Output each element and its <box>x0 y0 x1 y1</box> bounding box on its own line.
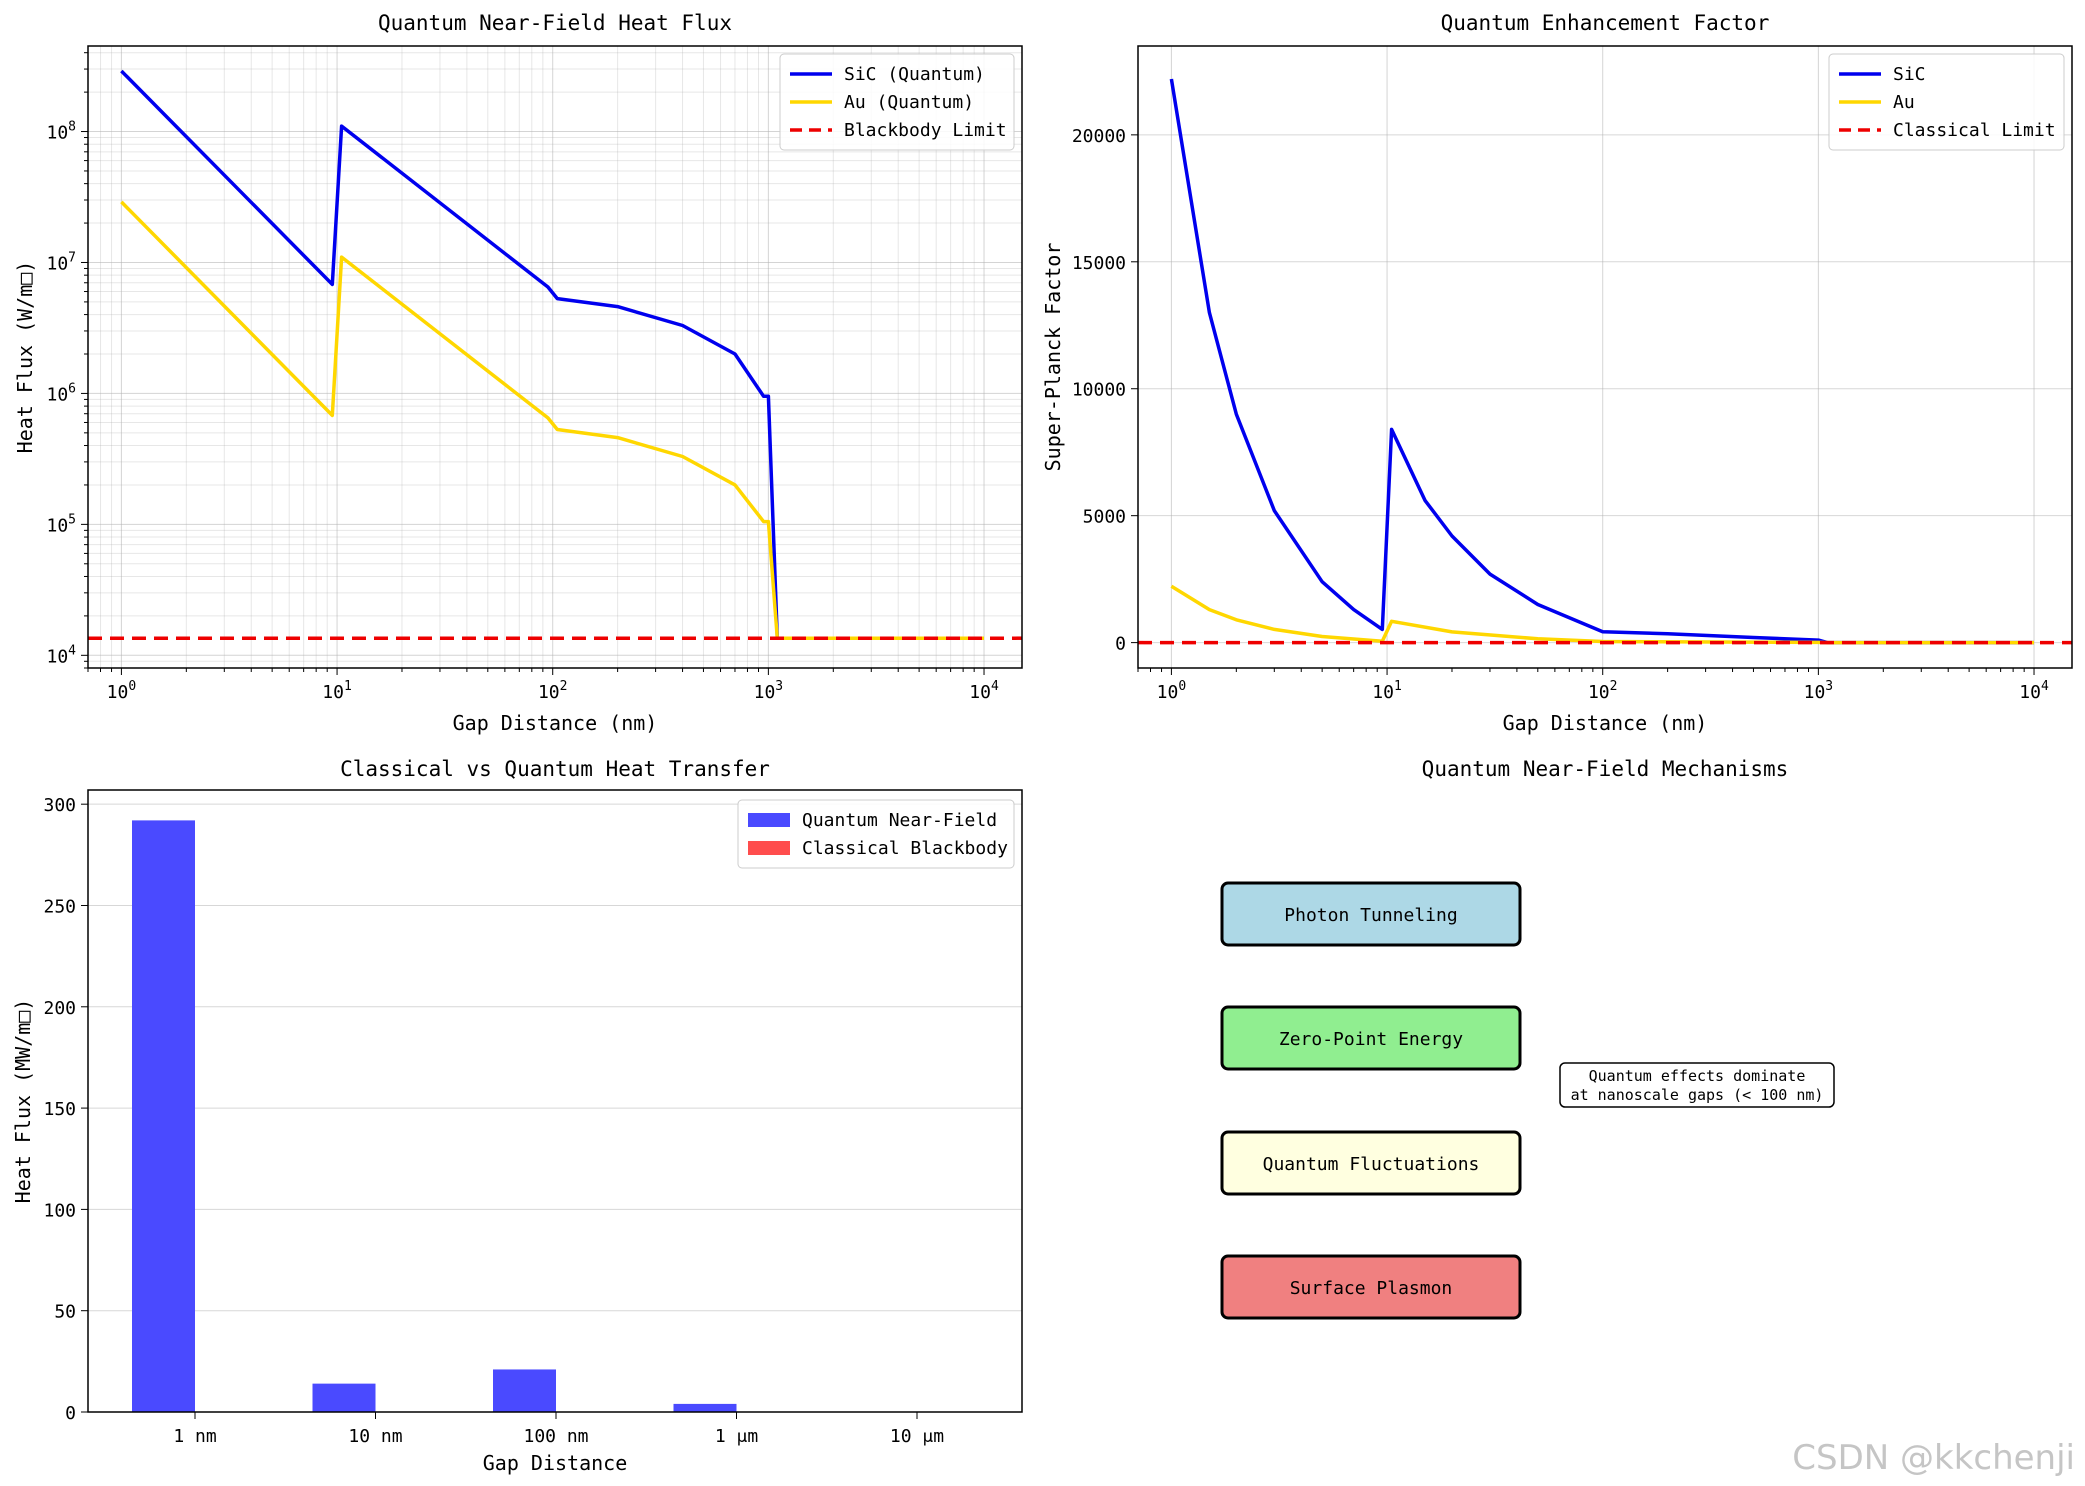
legend-label: Classical Blackbody <box>802 838 1008 859</box>
y-tick-label: 200 <box>43 998 76 1019</box>
legend-label: SiC <box>1893 64 1926 85</box>
bar-quantum <box>673 1403 737 1412</box>
mechanism-note: Quantum effects dominate at nanoscale ga… <box>1559 1062 1835 1108</box>
y-tick-label: 108 <box>46 120 76 144</box>
y-tick-label: 0 <box>65 1403 76 1424</box>
series-line-au-quantum <box>120 200 984 640</box>
series-line-sic-quantum <box>120 69 984 640</box>
watermark: CSDN @kkchenji <box>1792 1438 2075 1478</box>
x-tick-label: 104 <box>969 679 999 703</box>
legend-label: Au (Quantum) <box>844 92 974 113</box>
enhancement-ylabel: Super-Planck Factor <box>1041 243 1065 472</box>
bar-panel: 0 50 100 150 200 250 300 1 nm 10 nm 100 nm 1 μm 10 … <box>11 757 1023 1475</box>
x-tick-label: 103 <box>1804 679 1834 703</box>
enhancement-plot-frame <box>1137 45 2073 669</box>
bar-title: Classical vs Quantum Heat Transfer <box>340 757 770 781</box>
heat-flux-panel: 100 101 102 103 104 104 105 106 107 108 Quantum N… <box>13 11 1023 735</box>
x-tick-label: 1 μm <box>715 1426 758 1447</box>
mechanism-label-1: Zero-Point Energy <box>1279 1029 1463 1050</box>
mechanism-label-3: Surface Plasmon <box>1290 1278 1453 1299</box>
mechanism-box-1 <box>1220 1005 1522 1071</box>
mechanism-box-surface-plasmon: Surface Plasmon <box>1220 1254 1522 1320</box>
mechanisms-title: Quantum Near-Field Mechanisms <box>1422 757 1789 781</box>
y-tick-label: 106 <box>46 381 76 405</box>
x-tick-label: 104 <box>2019 679 2049 703</box>
heat-flux-legend: SiC (Quantum) Au (Quantum) Blackbody Limit <box>779 53 1015 151</box>
heat-flux-plot-frame <box>87 45 1023 669</box>
y-tick-label: 5000 <box>1083 507 1126 528</box>
bar-xlabel: Gap Distance <box>483 1451 628 1475</box>
y-tick-label: 15000 <box>1072 253 1126 274</box>
legend-box <box>737 799 1015 869</box>
x-tick-label: 100 <box>1157 679 1187 703</box>
x-tick-label: 10 nm <box>348 1426 402 1447</box>
mechanism-label-0: Photon Tunneling <box>1284 905 1457 926</box>
heat-flux-title: Quantum Near-Field Heat Flux <box>378 11 732 35</box>
y-tick-label: 107 <box>46 250 76 274</box>
legend-label: SiC (Quantum) <box>844 64 985 85</box>
series-line-au <box>1170 584 2034 645</box>
mechanism-box-quantum-fluctuations: Quantum Fluctuations <box>1220 1130 1522 1196</box>
y-tick-label: 0 <box>1115 634 1126 655</box>
legend-swatch <box>748 841 790 855</box>
mechanism-label-2: Quantum Fluctuations <box>1263 1154 1480 1175</box>
bar-quantum <box>312 1383 376 1412</box>
x-tick-label: 102 <box>1588 679 1618 703</box>
bar-plot-frame <box>87 789 1023 1413</box>
y-tick-label: 104 <box>46 643 76 667</box>
x-tick-label: 1 nm <box>173 1426 216 1447</box>
mechanism-box-photon-tunneling: Photon Tunneling <box>1220 881 1522 947</box>
mechanism-note-line-1: Quantum effects dominate <box>1589 1067 1806 1085</box>
bar-legend: Quantum Near-Field Classical Blackbody <box>737 799 1015 869</box>
series-line-sic <box>1169 78 2034 645</box>
x-tick-label: 101 <box>1372 679 1402 703</box>
bar-ylabel: Heat Flux (MW/m□) <box>11 999 35 1204</box>
y-tick-label: 150 <box>43 1099 76 1120</box>
x-tick-label: 100 <box>107 679 137 703</box>
enhancement-title: Quantum Enhancement Factor <box>1441 11 1770 35</box>
heat-flux-ylabel: Heat Flux (W/m□) <box>13 261 37 454</box>
mechanism-box-0 <box>1220 881 1522 947</box>
legend-label: Au <box>1893 92 1915 113</box>
y-tick-label: 105 <box>46 512 76 536</box>
legend-label: Blackbody Limit <box>844 120 1007 141</box>
y-tick-label: 100 <box>43 1200 76 1221</box>
mechanism-box-zero-point-energy: Zero-Point Energy <box>1220 1005 1522 1071</box>
x-tick-label: 100 nm <box>523 1426 588 1447</box>
x-tick-label: 102 <box>538 679 568 703</box>
y-tick-label: 300 <box>43 795 76 816</box>
legend-swatch <box>748 813 790 827</box>
heat-flux-xlabel: Gap Distance (nm) <box>453 711 658 735</box>
mechanism-note-box <box>1559 1062 1835 1108</box>
x-tick-label: 10 μm <box>890 1426 944 1447</box>
y-tick-label: 50 <box>54 1302 76 1323</box>
x-tick-label: 101 <box>322 679 352 703</box>
enhancement-legend: SiC Au Classical Limit <box>1828 53 2065 151</box>
legend-box <box>779 53 1015 151</box>
x-tick-label: 103 <box>754 679 784 703</box>
mechanisms-panel: Quantum Near-Field Mechanisms Photon Tun… <box>1220 757 1835 1320</box>
mechanism-box-3 <box>1220 1254 1522 1320</box>
legend-label: Quantum Near-Field <box>802 810 997 831</box>
y-tick-label: 20000 <box>1072 126 1126 147</box>
legend-box <box>1828 53 2065 151</box>
legend-label: Classical Limit <box>1893 120 2056 141</box>
y-tick-label: 250 <box>43 896 76 917</box>
enhancement-panel: 100 101 102 103 104 0 5000 10000 15000 20000 Quan… <box>1041 11 2073 735</box>
mechanism-box-2 <box>1220 1130 1522 1196</box>
mechanism-note-line-2: at nanoscale gaps (< 100 nm) <box>1571 1086 1824 1104</box>
enhancement-xlabel: Gap Distance (nm) <box>1503 711 1708 735</box>
bar-quantum <box>493 1369 556 1412</box>
bar-quantum <box>132 820 195 1412</box>
y-tick-label: 10000 <box>1072 380 1126 401</box>
